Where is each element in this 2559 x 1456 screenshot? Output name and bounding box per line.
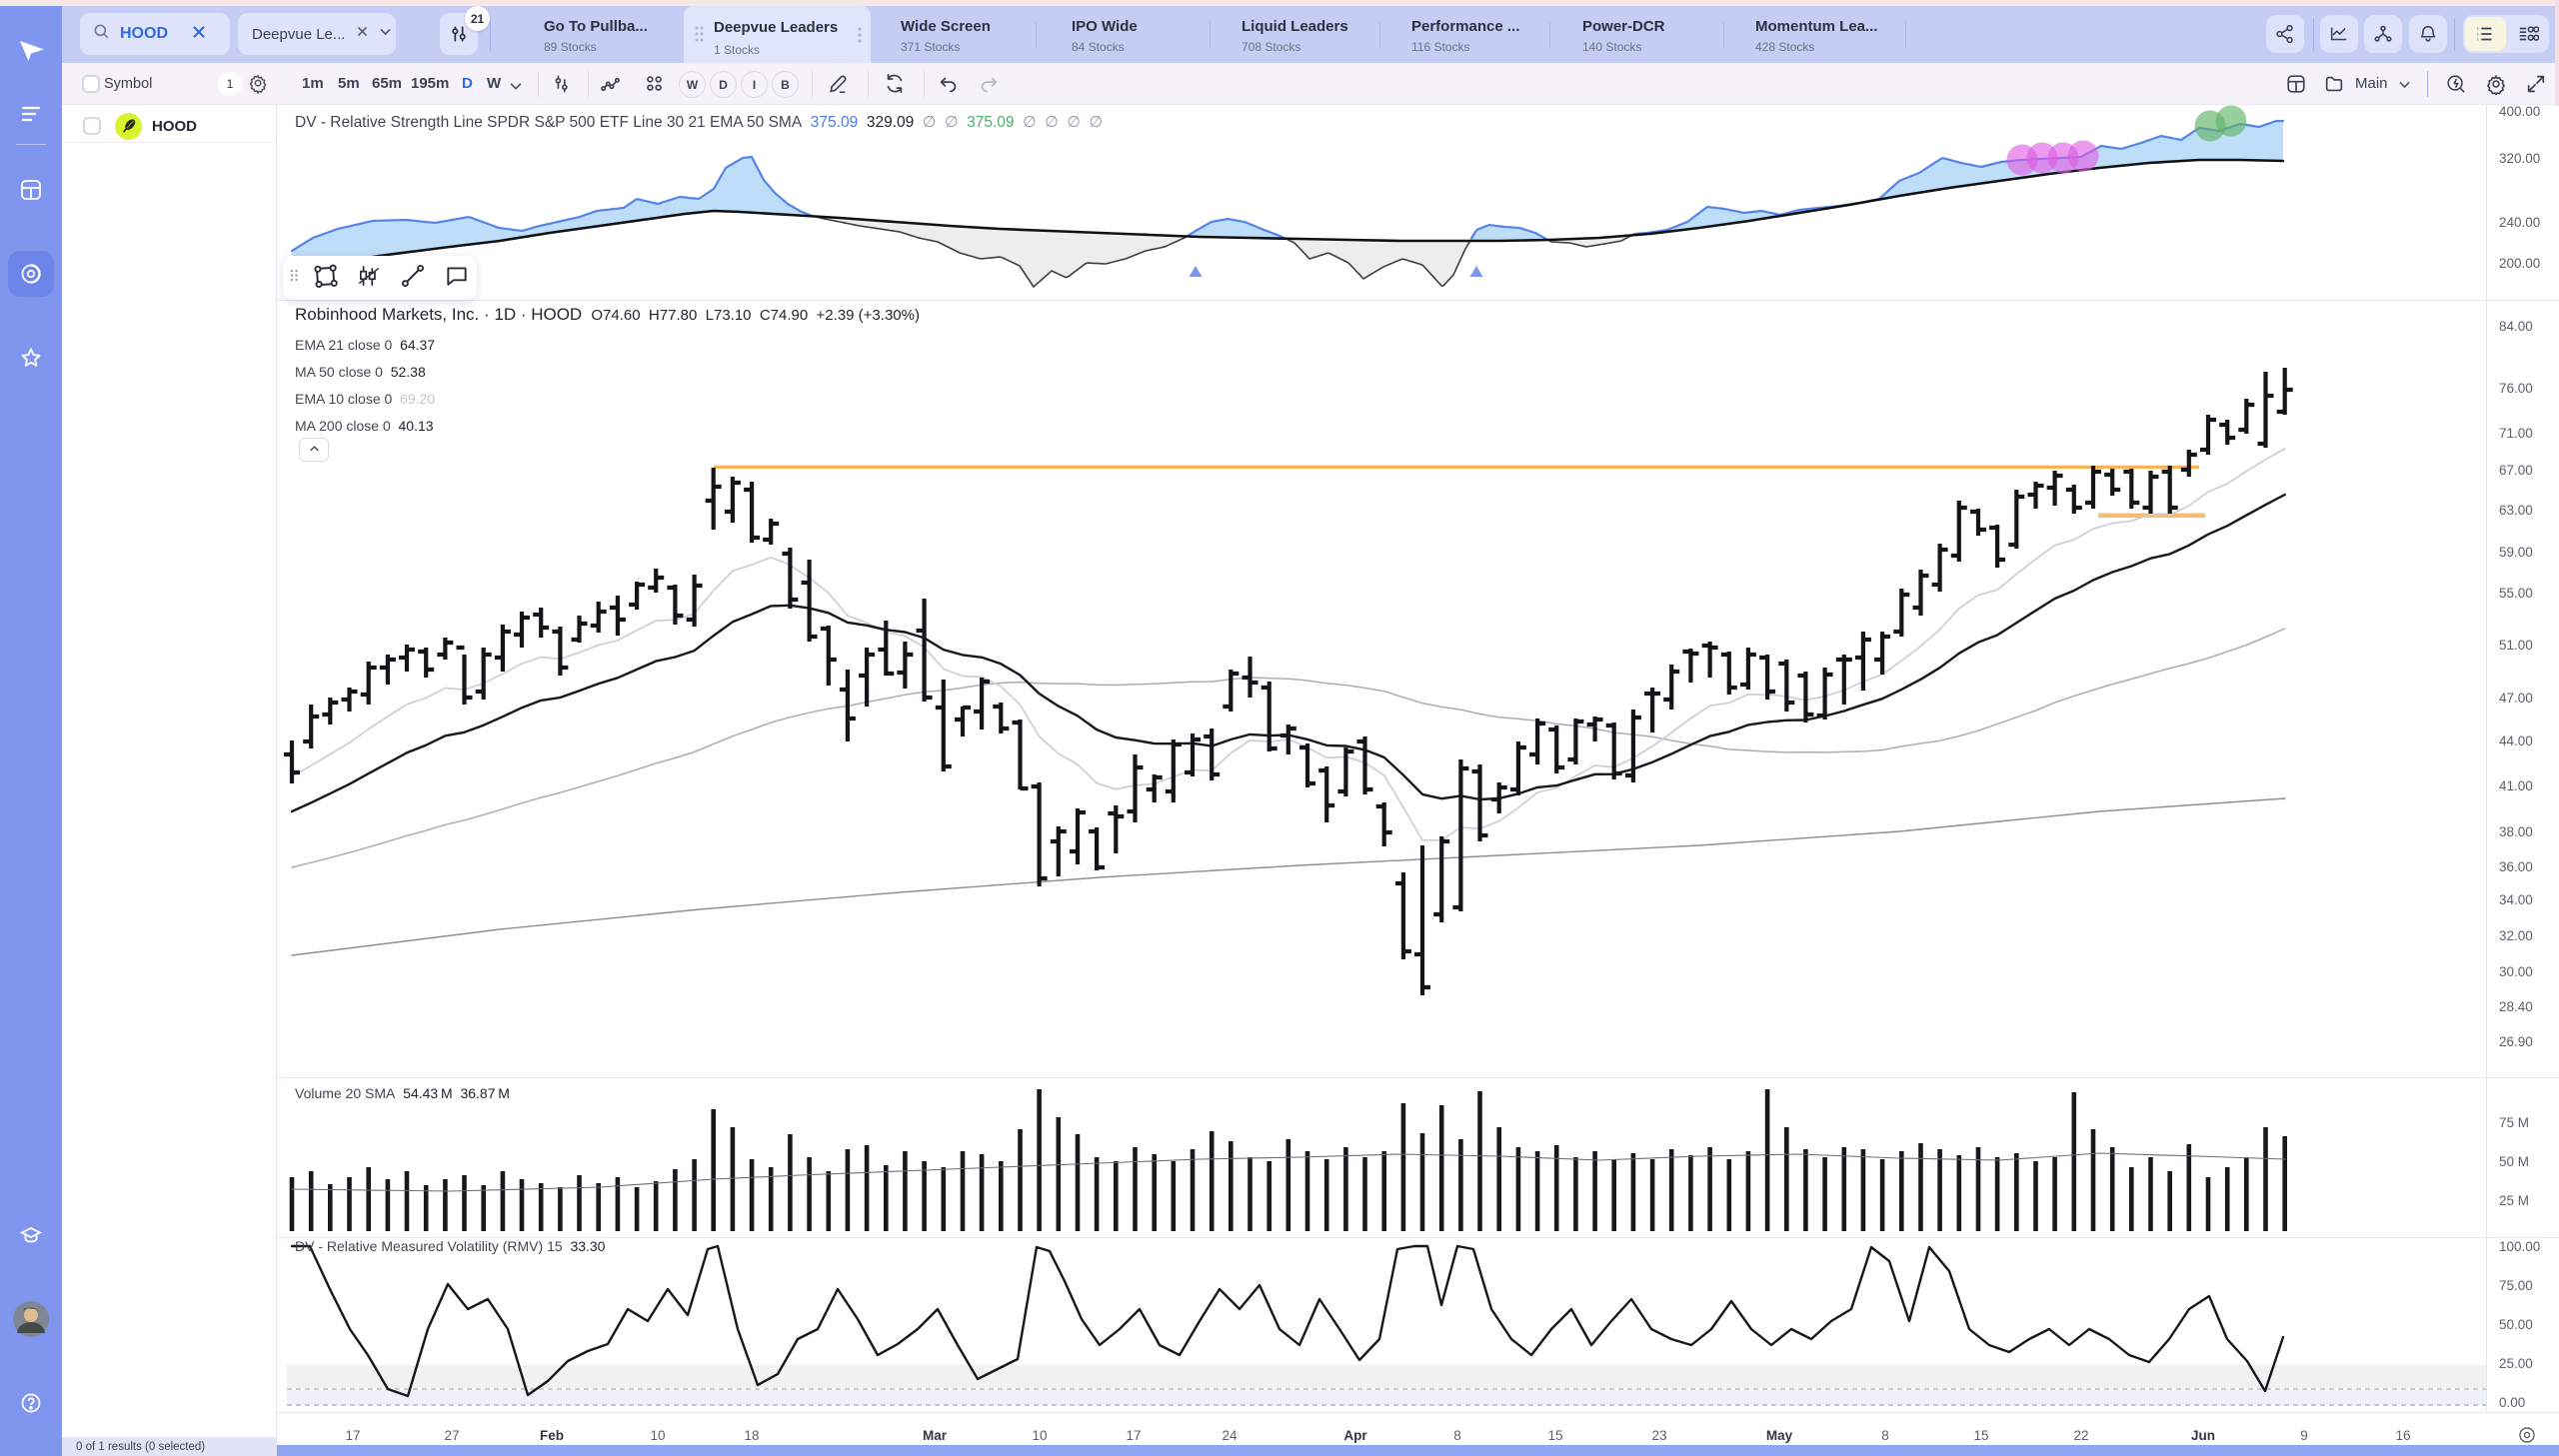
svg-text:Feb: Feb	[540, 1428, 564, 1443]
svg-text:17: 17	[345, 1428, 360, 1443]
svg-text:38.00: 38.00	[2499, 824, 2533, 839]
svg-text:26.90: 26.90	[2499, 1034, 2533, 1049]
svg-text:100.00: 100.00	[2499, 1239, 2540, 1254]
svg-text:47.00: 47.00	[2499, 691, 2533, 706]
svg-text:15: 15	[1973, 1428, 1988, 1443]
svg-text:30.00: 30.00	[2499, 964, 2533, 979]
svg-text:34.00: 34.00	[2499, 892, 2533, 907]
svg-text:50 M: 50 M	[2499, 1154, 2529, 1169]
svg-text:71.00: 71.00	[2499, 426, 2533, 441]
svg-text:27: 27	[444, 1428, 459, 1443]
svg-text:23: 23	[1651, 1428, 1666, 1443]
svg-text:51.00: 51.00	[2499, 638, 2533, 653]
svg-text:67.00: 67.00	[2499, 463, 2533, 478]
svg-text:28.40: 28.40	[2499, 999, 2533, 1014]
svg-text:44.00: 44.00	[2499, 733, 2533, 748]
svg-text:8: 8	[1881, 1428, 1889, 1443]
svg-text:8: 8	[1453, 1428, 1461, 1443]
svg-text:10: 10	[650, 1428, 665, 1443]
svg-text:240.00: 240.00	[2499, 215, 2540, 230]
svg-text:10: 10	[1032, 1428, 1047, 1443]
svg-text:Mar: Mar	[923, 1428, 948, 1443]
svg-text:84.00: 84.00	[2499, 319, 2533, 334]
svg-text:16: 16	[2395, 1428, 2410, 1443]
svg-text:9: 9	[2300, 1428, 2308, 1443]
svg-text:50.00: 50.00	[2499, 1317, 2533, 1332]
svg-text:0.00: 0.00	[2499, 1395, 2525, 1410]
svg-text:200.00: 200.00	[2499, 256, 2540, 271]
svg-text:Jun: Jun	[2191, 1428, 2215, 1443]
svg-text:15: 15	[1547, 1428, 1562, 1443]
svg-text:Apr: Apr	[1343, 1428, 1367, 1443]
svg-text:24: 24	[1222, 1428, 1238, 1443]
svg-text:36.00: 36.00	[2499, 859, 2533, 874]
svg-text:25 M: 25 M	[2499, 1193, 2529, 1208]
svg-text:32.00: 32.00	[2499, 928, 2533, 943]
svg-text:22: 22	[2073, 1428, 2088, 1443]
svg-text:18: 18	[744, 1428, 759, 1443]
svg-text:May: May	[1766, 1428, 1793, 1443]
svg-text:75.00: 75.00	[2499, 1278, 2533, 1293]
svg-text:400.00: 400.00	[2499, 105, 2540, 119]
svg-text:63.00: 63.00	[2499, 503, 2533, 518]
svg-text:17: 17	[1126, 1428, 1141, 1443]
svg-text:59.00: 59.00	[2499, 545, 2533, 560]
svg-text:55.00: 55.00	[2499, 586, 2533, 601]
svg-text:25.00: 25.00	[2499, 1356, 2533, 1371]
svg-text:320.00: 320.00	[2499, 151, 2540, 166]
svg-text:75 M: 75 M	[2499, 1115, 2529, 1130]
svg-text:41.00: 41.00	[2499, 778, 2533, 793]
svg-text:76.00: 76.00	[2499, 381, 2533, 396]
